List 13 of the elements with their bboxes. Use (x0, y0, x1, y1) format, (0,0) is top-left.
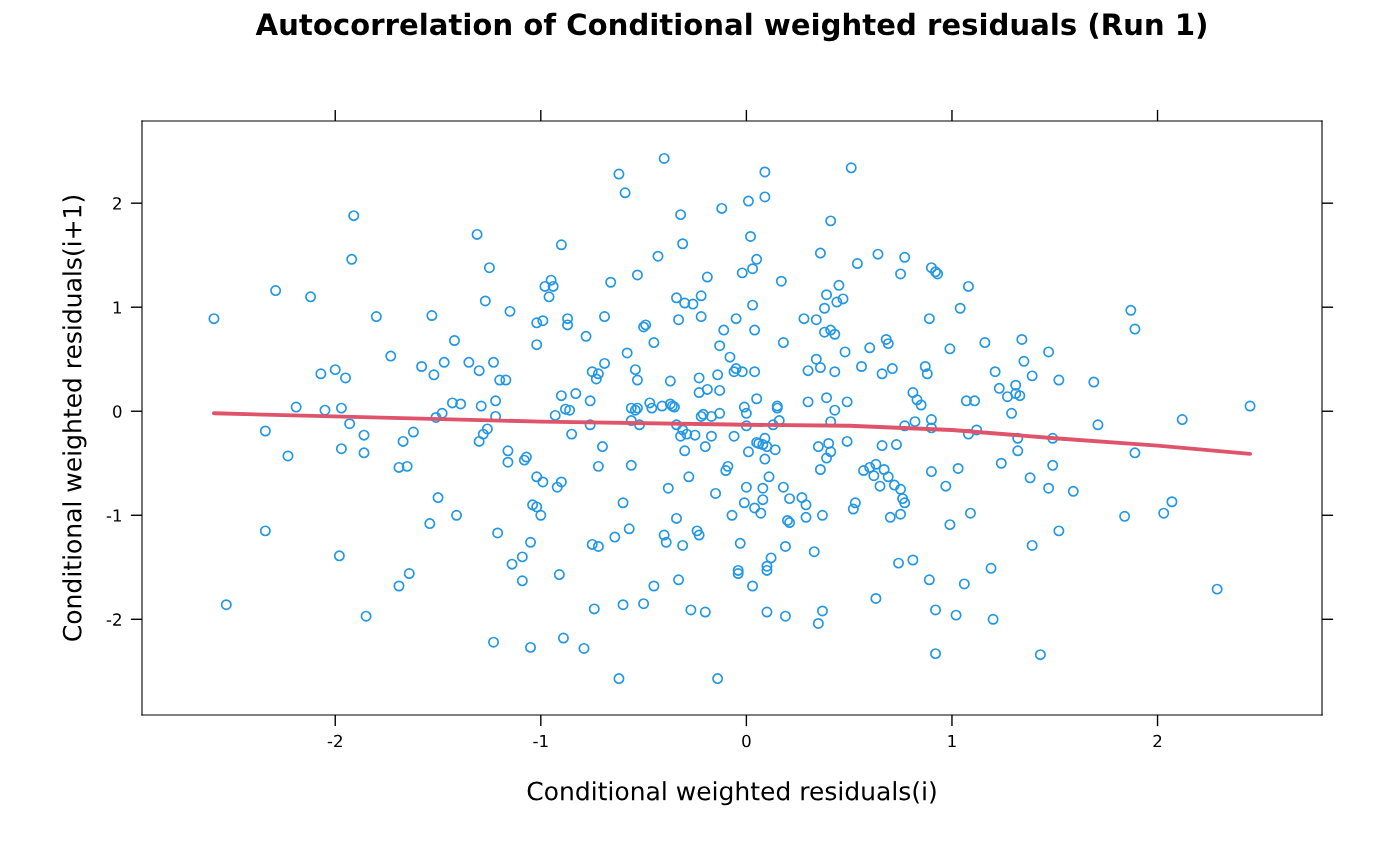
y-tick-label: -2 (106, 613, 121, 626)
x-tick-label: 1 (948, 734, 956, 748)
x-tick-label: 2 (1153, 734, 1162, 748)
x-tick-label: 0 (742, 734, 751, 748)
x-tick-label: -1 (533, 734, 548, 748)
y-axis-title: Conditional weighted residuals(i+1) (62, 195, 87, 641)
y-tick-label: 1 (113, 301, 122, 314)
x-axis-title: Conditional weighted residuals(i) (527, 781, 936, 806)
x-tick-label: -2 (327, 734, 342, 748)
chart-title: Autocorrelation of Conditional weighted residuals (Run 1) (255, 12, 1206, 42)
y-tick-label: 0 (113, 405, 122, 418)
y-tick-label: 2 (113, 197, 121, 210)
y-tick-label: -1 (106, 509, 122, 522)
